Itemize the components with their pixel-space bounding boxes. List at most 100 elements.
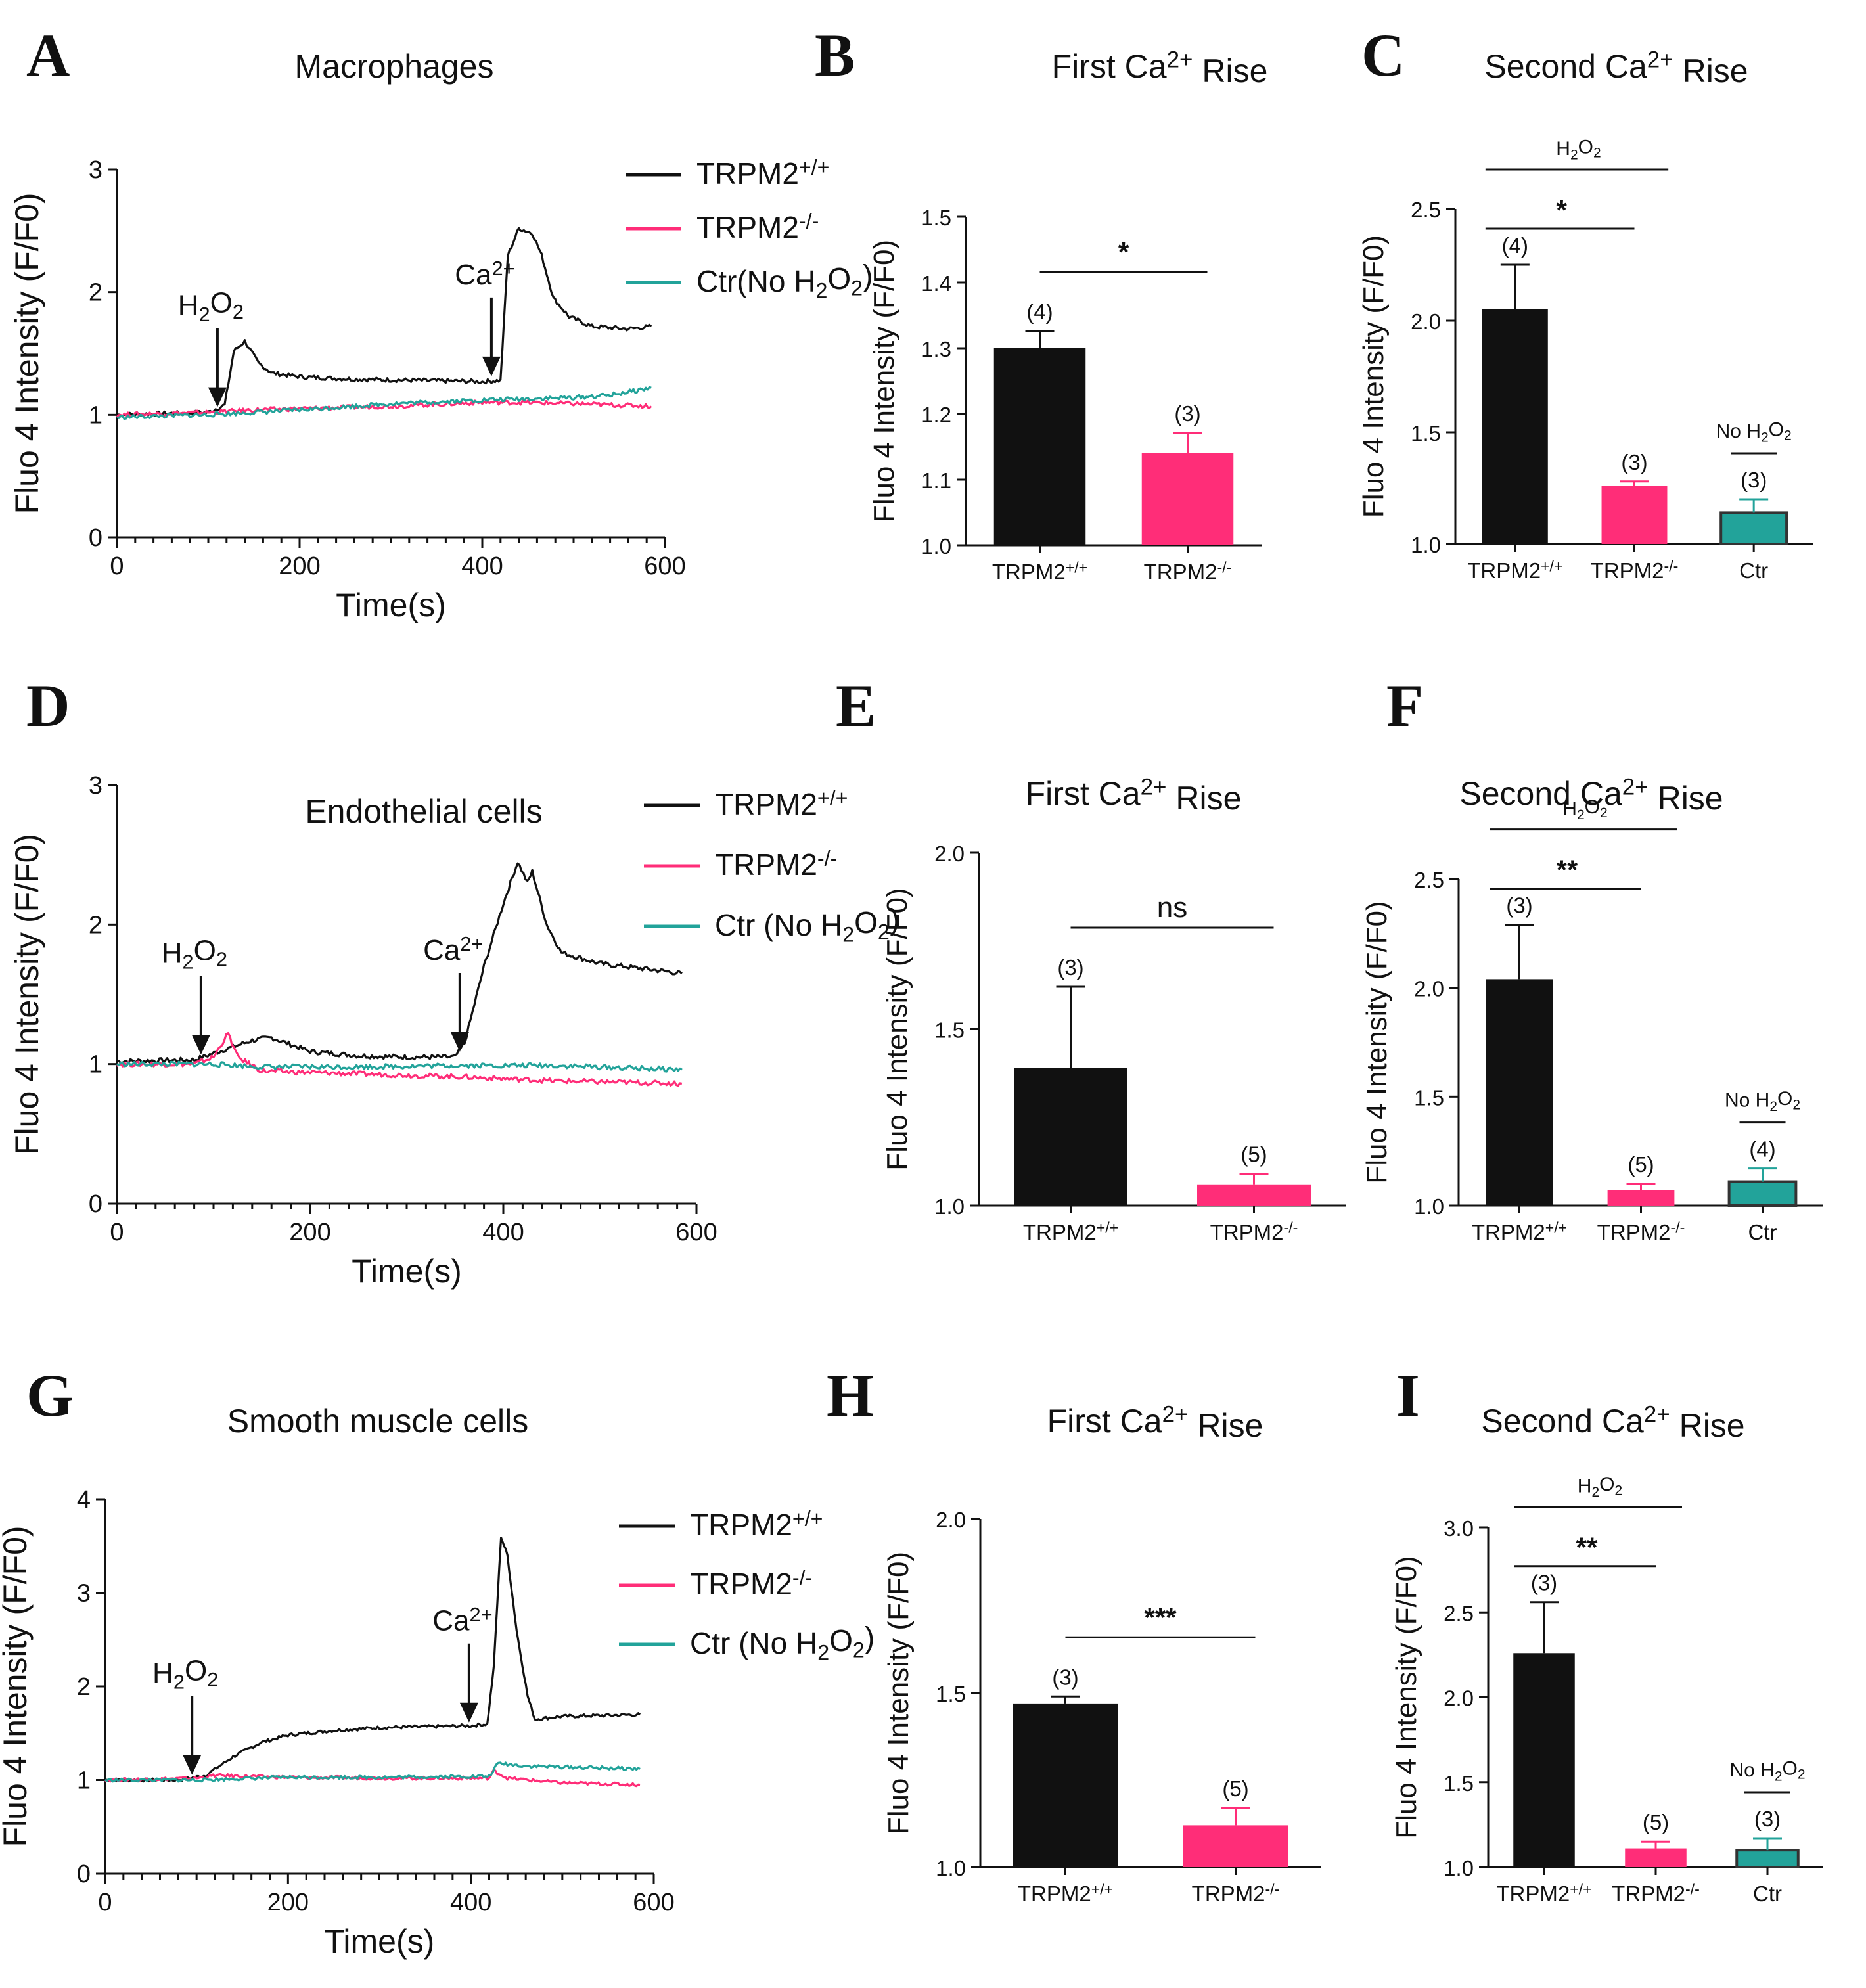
bar-2 [1197, 1184, 1311, 1206]
n-label: (4) [1502, 233, 1528, 258]
y-tick-label: 1.5 [934, 1018, 965, 1043]
n-label: (4) [1026, 300, 1053, 324]
significance-label: * [1118, 237, 1129, 267]
group-label: H2O2 [1562, 796, 1607, 823]
group-label: H2O2 [1556, 136, 1601, 162]
significance-label: ** [1576, 1532, 1598, 1563]
arrow-head [183, 1755, 202, 1775]
n-label: (4) [1749, 1137, 1775, 1162]
bar-2 [1141, 453, 1234, 545]
n-label: (5) [1240, 1142, 1267, 1167]
y-tick-label: 2 [89, 279, 102, 307]
series-line-0 [116, 862, 683, 1064]
significance-label: * [1556, 194, 1567, 225]
legend-label: TRPM2+/+ [696, 156, 829, 191]
y-tick-label: 1.5 [1444, 1771, 1474, 1796]
category-label: TRPM2+/+ [992, 559, 1087, 584]
panel-E: E First Ca2+ Rise 1.0 1.5 2.0 Fluo 4 Intensit… [836, 672, 1346, 1244]
y-tick-label: 1.0 [934, 1194, 965, 1219]
y-axis-label: Fluo 4 Intensity (F/F0) [9, 192, 45, 514]
legend-label: TRPM2-/- [715, 847, 837, 882]
n-label: (5) [1643, 1810, 1669, 1834]
category-label: TRPM2+/+ [1496, 1881, 1591, 1906]
legend-label: TRPM2+/+ [715, 786, 848, 821]
arrow-head [191, 1035, 210, 1055]
y-tick-label: 2.0 [1414, 977, 1444, 1001]
n-label: (3) [1174, 401, 1200, 426]
category-label: TRPM2+/+ [1023, 1219, 1118, 1244]
legend-label: TRPM2+/+ [690, 1507, 823, 1542]
x-axis-label: Time(s) [352, 1253, 462, 1290]
y-tick-label: 1.0 [1414, 1194, 1444, 1219]
panel-letter-H: H [827, 1362, 874, 1429]
ctr-label: No H2O2 [1716, 418, 1792, 445]
panel-letter-C: C [1361, 22, 1405, 89]
n-label: (3) [1754, 1807, 1781, 1831]
panel-C: C Second Ca2+ Rise 1.0 1.5 2.0 2.5 Fluo 4 Inte… [1357, 22, 1813, 583]
category-label: TRPM2-/- [1144, 559, 1232, 584]
significance-label: ** [1557, 855, 1578, 886]
annotation-label: H2O2 [152, 1655, 218, 1694]
x-tick-label: 0 [110, 553, 124, 580]
bar-3 [1735, 1849, 1800, 1868]
series-line-1 [116, 1032, 683, 1087]
x-tick-label: 400 [461, 553, 503, 580]
panel-title-I: Second Ca2+ Rise [1481, 1401, 1744, 1444]
y-axis-label: Fluo 4 Intensity (F/F0) [1390, 1556, 1422, 1838]
bar-2 [1607, 1190, 1675, 1206]
panel-F: F Second Ca2+ Rise 1.0 1.5 2.0 2.5 Fluo 4 Inte… [1361, 672, 1823, 1244]
panel-I: I Second Ca2+ Rise 1.0 1.5 2.0 2.5 3.0 Fluo 4 I… [1390, 1362, 1823, 1906]
panel-title-E: First Ca2+ Rise [1026, 774, 1242, 817]
legend-label: TRPM2-/- [696, 210, 819, 244]
panel-title-C: Second Ca2+ Rise [1484, 47, 1748, 89]
x-tick-label: 600 [633, 1889, 674, 1916]
legend-label: Ctr(No H2O2) [696, 259, 873, 303]
bar-2 [1601, 486, 1668, 544]
y-tick-label: 1.0 [936, 1856, 966, 1880]
panel-H: H First Ca2+ Rise 1.0 1.5 2.0 Fluo 4 Intensit… [827, 1362, 1321, 1906]
bar-3 [1719, 511, 1788, 546]
y-tick-label: 1.5 [936, 1682, 966, 1706]
x-tick-label: 200 [279, 553, 320, 580]
panel-title-D: Endothelial cells [305, 793, 542, 830]
arrow-head [208, 387, 227, 407]
panel-letter-D: D [26, 672, 70, 739]
n-label: (5) [1627, 1152, 1654, 1177]
y-tick-label: 0 [77, 1861, 91, 1888]
n-label: (3) [1506, 893, 1532, 918]
annotation-label: Ca2+ [455, 257, 514, 291]
category-label: Ctr [1739, 558, 1768, 583]
y-axis-label: Fluo 4 Intensity (F/F0) [882, 1552, 915, 1834]
n-label: (5) [1222, 1776, 1248, 1801]
y-tick-label: 1.0 [1444, 1856, 1474, 1880]
y-tick-label: 2.5 [1414, 868, 1444, 892]
panel-title-H: First Ca2+ Rise [1047, 1401, 1263, 1444]
panel-letter-F: F [1386, 672, 1423, 739]
annotation-label: Ca2+ [423, 932, 483, 966]
y-tick-label: 1 [89, 401, 102, 429]
x-tick-label: 200 [267, 1889, 309, 1916]
n-label: (3) [1052, 1665, 1078, 1689]
n-label: (3) [1057, 955, 1083, 980]
ctr-label: No H2O2 [1725, 1088, 1800, 1114]
arrow-head [450, 1032, 469, 1052]
y-tick-label: 2.0 [1411, 309, 1441, 334]
y-tick-label: 1.4 [921, 271, 951, 296]
x-tick-label: 0 [98, 1889, 112, 1916]
y-tick-label: 4 [77, 1486, 91, 1514]
y-tick-label: 3 [89, 156, 102, 184]
y-axis-label: Fluo 4 Intensity (F/F0) [868, 240, 900, 522]
y-tick-label: 2 [89, 911, 102, 939]
x-tick-label: 600 [675, 1219, 717, 1246]
panel-title-B: First Ca2+ Rise [1052, 47, 1268, 89]
bar-3 [1727, 1180, 1798, 1208]
category-label: TRPM2+/+ [1018, 1881, 1113, 1906]
x-axis-label: Time(s) [336, 587, 446, 623]
legend-label: TRPM2-/- [690, 1566, 812, 1601]
arrow-head [482, 356, 501, 376]
series-line-0 [116, 227, 652, 418]
y-tick-label: 1.3 [921, 337, 951, 361]
panel-B: B First Ca2+ Rise 1.0 1.1 1.2 1.3 1.4 1.5 Fluo 4… [815, 22, 1267, 584]
annotation-label: H2O2 [162, 934, 227, 973]
panel-title-F: Second Ca2+ Rise [1459, 774, 1723, 817]
